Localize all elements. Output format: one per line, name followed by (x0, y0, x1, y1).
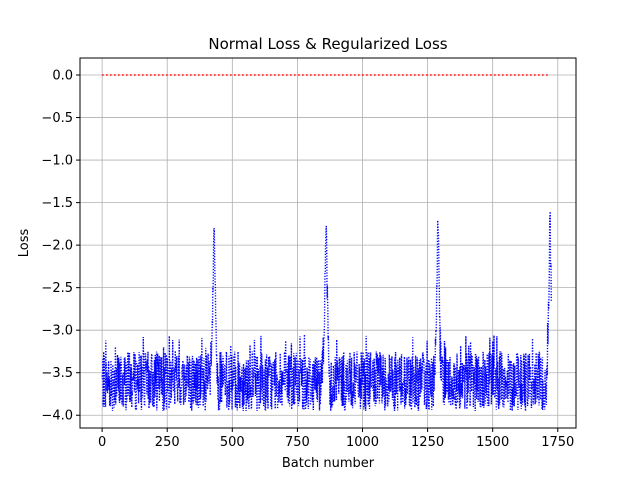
x-tick-label: 0 (98, 435, 106, 450)
series-normal-loss (101, 211, 552, 412)
series-layer (101, 74, 552, 412)
x-tick-label: 750 (285, 435, 310, 450)
x-axis-ticks: 0 250 500 750 1000 1250 1500 1750 (98, 428, 574, 450)
x-axis-label: Batch number (282, 456, 375, 471)
y-tick-label: −3.5 (41, 366, 73, 381)
y-tick-label: −2.5 (41, 281, 73, 296)
x-tick-label: 1250 (411, 435, 444, 450)
y-tick-label: −1.0 (41, 154, 73, 169)
y-axis-ticks: 0.0 −0.5 −1.0 −1.5 −2.0 −2.5 −3.0 −3.5 −4.0 (41, 69, 80, 424)
plot-frame (79, 57, 577, 429)
x-tick-label: 500 (220, 435, 245, 450)
x-tick-label: 1500 (476, 435, 509, 450)
x-tick-label: 1000 (346, 435, 379, 450)
y-tick-label: −2.0 (41, 239, 73, 254)
chart-title: Normal Loss & Regularized Loss (208, 35, 447, 53)
x-tick-label: 1750 (541, 435, 574, 450)
y-axis-label: Loss (17, 229, 32, 258)
y-tick-label: 0.0 (52, 69, 73, 84)
x-tick-label: 250 (155, 435, 180, 450)
y-tick-label: −4.0 (41, 409, 73, 424)
y-tick-label: −0.5 (41, 111, 73, 126)
y-tick-label: −3.0 (41, 324, 73, 339)
y-tick-label: −1.5 (41, 196, 73, 211)
